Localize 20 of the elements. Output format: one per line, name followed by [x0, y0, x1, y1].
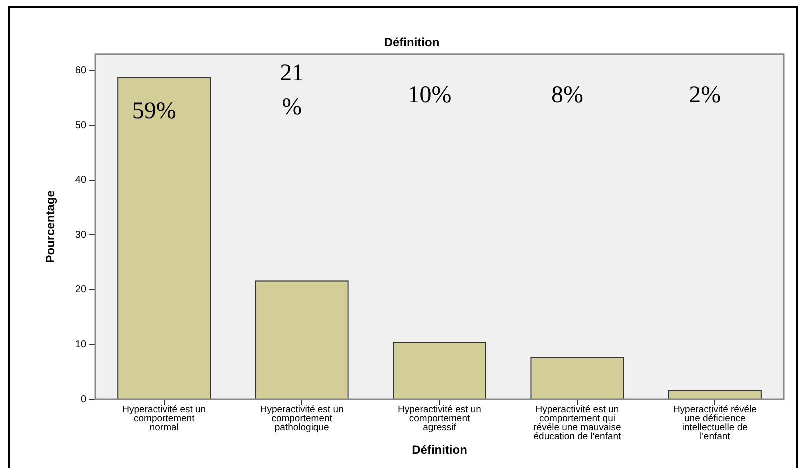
annotation: 2%: [689, 82, 722, 109]
y-tick-label: 0: [80, 394, 87, 406]
x-tick-label: Hyperactivité est un comportement qui révéle une mauvaise éducation de l'enfant: [534, 404, 622, 443]
y-tick-label: 40: [75, 175, 87, 186]
y-tick-label: 60: [75, 66, 87, 77]
x-tick-label: Hyperactivité est un comportement normal: [122, 404, 206, 434]
y-tick-label: 30: [75, 230, 87, 241]
y-tick-label: 20: [75, 284, 87, 296]
x-tick-label: Hyperactivité est un comportement agressif: [398, 404, 482, 434]
annotation: 8%: [551, 82, 584, 109]
y-tick-label: 50: [75, 120, 87, 132]
y-axis-title: Pourcentage: [44, 190, 58, 264]
annotation: 10%: [408, 82, 452, 109]
x-tick-label: Hyperactivité révéle une déficience intellectuelle de l'enfant: [673, 404, 757, 443]
annotation: 21 %: [280, 60, 304, 121]
y-tick-label: 10: [75, 339, 87, 350]
x-tick-label: Hyperactivité est un comportement pathologique: [260, 404, 344, 434]
x-axis-title: Définition: [412, 443, 468, 458]
chart-title: Définition: [384, 36, 440, 50]
annotation: 59%: [132, 98, 176, 125]
